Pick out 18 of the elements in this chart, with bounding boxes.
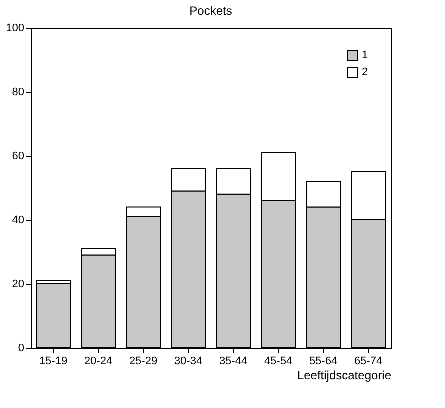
y-tick-label: 80 xyxy=(12,86,24,98)
y-tick-label: 40 xyxy=(12,214,24,226)
x-axis-title: Leeftijdscategorie xyxy=(297,368,392,382)
x-tick-label: 65-74 xyxy=(354,356,383,368)
x-tick-label: 15-19 xyxy=(39,356,68,368)
x-tick-label: 55-64 xyxy=(309,356,338,368)
x-tick-label: 35-44 xyxy=(219,356,248,368)
x-tick-label: 25-29 xyxy=(129,356,158,368)
y-tick-label: 0 xyxy=(18,342,24,354)
y-tick-label: 100 xyxy=(6,22,24,34)
legend-label: 1 xyxy=(362,50,368,62)
x-tick-label: 20-24 xyxy=(84,356,113,368)
chart-title: Pockets xyxy=(190,4,232,18)
y-tick-label: 60 xyxy=(12,150,24,162)
x-tick-label: 30-34 xyxy=(174,356,203,368)
x-tick-label: 45-54 xyxy=(264,356,293,368)
legend-label: 2 xyxy=(362,66,368,78)
y-tick-label: 20 xyxy=(12,278,24,290)
